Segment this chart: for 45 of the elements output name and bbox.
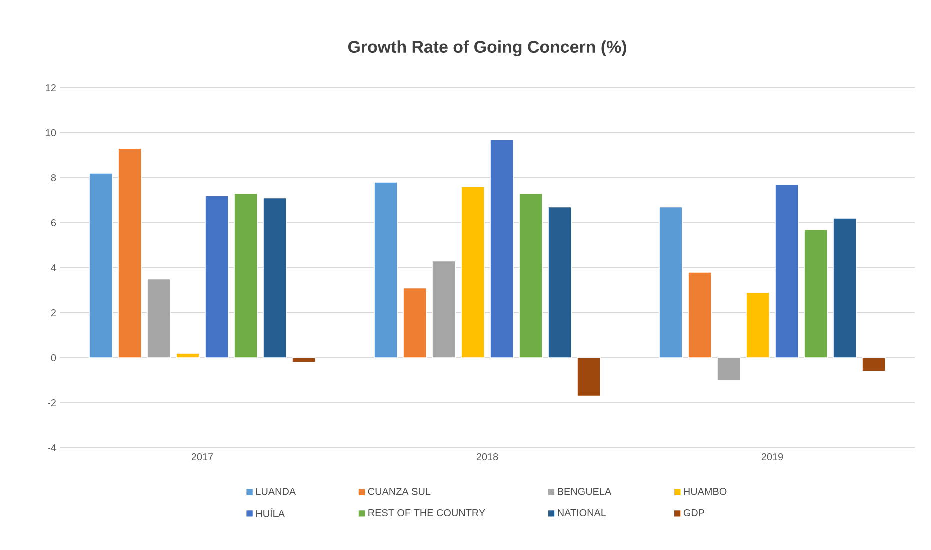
bar — [862, 358, 886, 372]
x-tick-label: 2019 — [762, 454, 784, 461]
bar — [461, 186, 485, 358]
legend-label: NATIONAL — [558, 509, 606, 516]
bar — [147, 278, 171, 358]
bar — [432, 260, 456, 358]
bar — [688, 272, 712, 358]
bar — [292, 358, 316, 363]
bar — [519, 193, 543, 358]
y-tick-label: -4 — [48, 444, 56, 452]
bar — [717, 358, 741, 381]
legend-label: LUANDA — [256, 488, 296, 496]
bar — [89, 173, 113, 358]
legend-label: HUAMBO — [684, 488, 727, 496]
bar — [118, 148, 142, 358]
bar — [548, 206, 572, 358]
x-tick-label: 2017 — [192, 454, 214, 461]
y-tick-label: 10 — [46, 129, 56, 137]
bar — [403, 288, 427, 358]
legend-label: CUANZA SUL — [368, 488, 431, 496]
bar — [263, 198, 287, 358]
y-tick-label: 8 — [51, 174, 56, 182]
legend-label: BENGUELA — [558, 488, 612, 496]
bar — [659, 206, 683, 358]
bar — [804, 229, 828, 358]
legend-label: HUÍLA — [256, 508, 285, 518]
y-tick-label: 4 — [51, 264, 56, 272]
bar — [577, 358, 601, 397]
x-tick-label: 2018 — [476, 454, 498, 461]
bar — [775, 184, 799, 358]
chart-title: Growth Rate of Going Concern (%) — [348, 40, 626, 56]
bar — [833, 218, 857, 358]
bar — [374, 182, 398, 358]
y-tick-label: 12 — [46, 84, 56, 92]
y-tick-label: 2 — [51, 310, 56, 316]
y-tick-label: 6 — [51, 219, 56, 227]
bar — [176, 353, 200, 358]
bar — [234, 193, 258, 358]
bar — [490, 139, 514, 358]
bar — [205, 196, 229, 358]
y-tick-label: -2 — [48, 400, 56, 406]
legend-label: REST OF THE COUNTRY — [368, 509, 486, 516]
bar — [746, 292, 770, 358]
y-tick-label: 0 — [51, 354, 56, 362]
legend-label: GDP — [684, 509, 704, 516]
